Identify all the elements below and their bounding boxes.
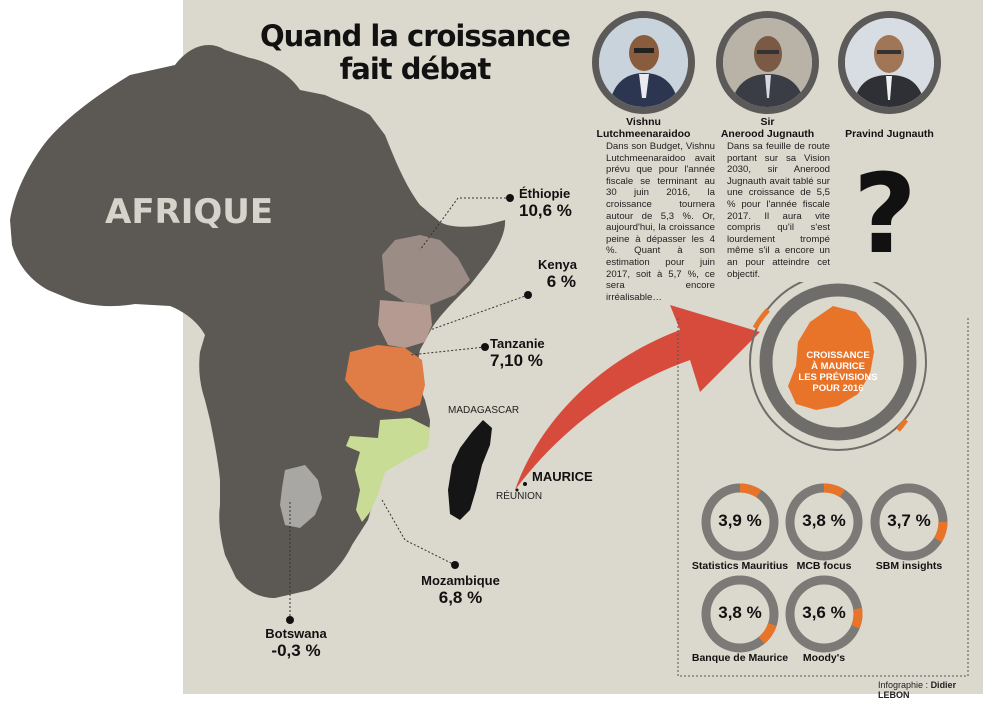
- donut-value: 3,6 %: [802, 603, 846, 622]
- donut-accent: [823, 483, 845, 498]
- donut-label: SBM insights: [875, 560, 943, 572]
- credit-name: Didier LEBON: [878, 680, 957, 700]
- kenya-shape: [378, 300, 432, 348]
- center-label-4: POUR 2016: [812, 383, 864, 394]
- mauritius-shape: [788, 306, 874, 410]
- madagascar-label: MADAGASCAR: [448, 405, 520, 416]
- tanzania-leader: [409, 346, 486, 356]
- text-anerood: Dans sa feuille de route portant sur sa …: [727, 141, 830, 280]
- donut-value: 3,8 %: [802, 511, 846, 530]
- kenya-value: 6 %: [546, 272, 576, 291]
- center-label-1: CROISSANCE: [806, 350, 870, 361]
- person-icon: [723, 18, 812, 107]
- mozambique-value: 6,8 %: [438, 588, 483, 607]
- credit-prefix: Infographie :: [878, 680, 929, 690]
- portrait-vishnu: [592, 11, 695, 114]
- tanzania-shape: [345, 345, 425, 412]
- donut-label: Moody's: [802, 652, 846, 664]
- botswana-dot: [286, 616, 294, 624]
- name-line1: Sir: [760, 116, 775, 128]
- name-line2: Pravind Jugnauth: [845, 128, 934, 140]
- tanzania-value: 7,10 %: [490, 351, 543, 370]
- portrait-anerood: [716, 11, 819, 114]
- ethiopia-leader: [419, 197, 510, 251]
- center-label-2: À MAURICE: [811, 361, 865, 372]
- ethiopia-name: Éthiopie: [519, 186, 571, 201]
- madagascar-shape: [448, 420, 492, 520]
- ethiopia-value: 10,6 %: [519, 201, 572, 220]
- donut-label: Statistics Mauritius: [691, 560, 789, 572]
- kenya-dot: [524, 291, 532, 299]
- country-ethiopia: Éthiopie 10,6 %: [519, 186, 572, 221]
- donut-label: Banque de Maurice: [691, 652, 789, 664]
- name-line1: Vishnu: [626, 116, 661, 128]
- name-line2: Lutchmeenaraidoo: [596, 128, 691, 140]
- name-pravind: Pravind Jugnauth: [838, 128, 941, 140]
- maurice-label: MAURICE: [532, 469, 593, 484]
- growth-arrow: [515, 305, 760, 490]
- center-label: CROISSANCE À MAURICE LES PRÉVISIONS POUR…: [788, 350, 888, 394]
- page-title: Quand la croissance fait débat: [255, 20, 575, 86]
- reunion-dot: [515, 488, 519, 492]
- botswana-name: Botswana: [265, 626, 327, 641]
- title-line2: fait débat: [339, 52, 492, 86]
- donut-value: 3,9 %: [718, 511, 762, 530]
- portrait-pravind: [838, 11, 941, 114]
- mozambique-shape: [346, 418, 430, 522]
- title-line1: Quand la croissance: [260, 19, 571, 53]
- donut-accent: [851, 607, 863, 629]
- donut-value: 3,7 %: [887, 511, 931, 530]
- reunion-label: RÉUNION: [496, 491, 543, 502]
- ethiopia-shape: [382, 235, 470, 305]
- name-anerood: Sir Anerood Jugnauth: [716, 116, 819, 140]
- mozambique-name: Mozambique: [421, 573, 500, 588]
- tanzania-name: Tanzanie: [490, 336, 545, 351]
- donut-value: 3,8 %: [718, 603, 762, 622]
- question-mark: ?: [853, 150, 917, 278]
- tanzania-dot: [481, 343, 489, 351]
- botswana-shape: [280, 465, 322, 528]
- credit: Infographie : Didier LEBON: [878, 680, 987, 700]
- country-mozambique: Mozambique 6,8 %: [418, 573, 503, 608]
- continent-label: AFRIQUE: [105, 192, 274, 232]
- person-icon: [845, 18, 934, 107]
- text-vishnu: Dans son Budget, Vishnu Lutchmeenaraidoo…: [606, 141, 715, 303]
- center-label-3: LES PRÉVISIONS: [798, 372, 878, 383]
- ethiopia-dot: [506, 194, 514, 202]
- donut-accent: [933, 521, 948, 543]
- name-vishnu: Vishnu Lutchmeenaraidoo: [592, 116, 695, 140]
- mauritius-ring: [749, 282, 927, 451]
- country-kenya: Kenya 6 %: [538, 257, 578, 292]
- kenya-name: Kenya: [538, 257, 578, 272]
- botswana-value: -0,3 %: [271, 641, 321, 660]
- mozambique-dot: [451, 561, 459, 569]
- donut-accent: [758, 622, 777, 644]
- kenya-leader: [429, 294, 529, 331]
- name-line2: Anerood Jugnauth: [720, 128, 815, 140]
- donut-accent: [739, 483, 762, 498]
- maurice-dot: [523, 482, 527, 486]
- donut-ring: [701, 575, 779, 653]
- country-tanzania: Tanzanie 7,10 %: [490, 336, 545, 371]
- donut-label: MCB focus: [796, 560, 852, 572]
- country-botswana: Botswana -0,3 %: [262, 626, 330, 661]
- person-icon: [599, 18, 688, 107]
